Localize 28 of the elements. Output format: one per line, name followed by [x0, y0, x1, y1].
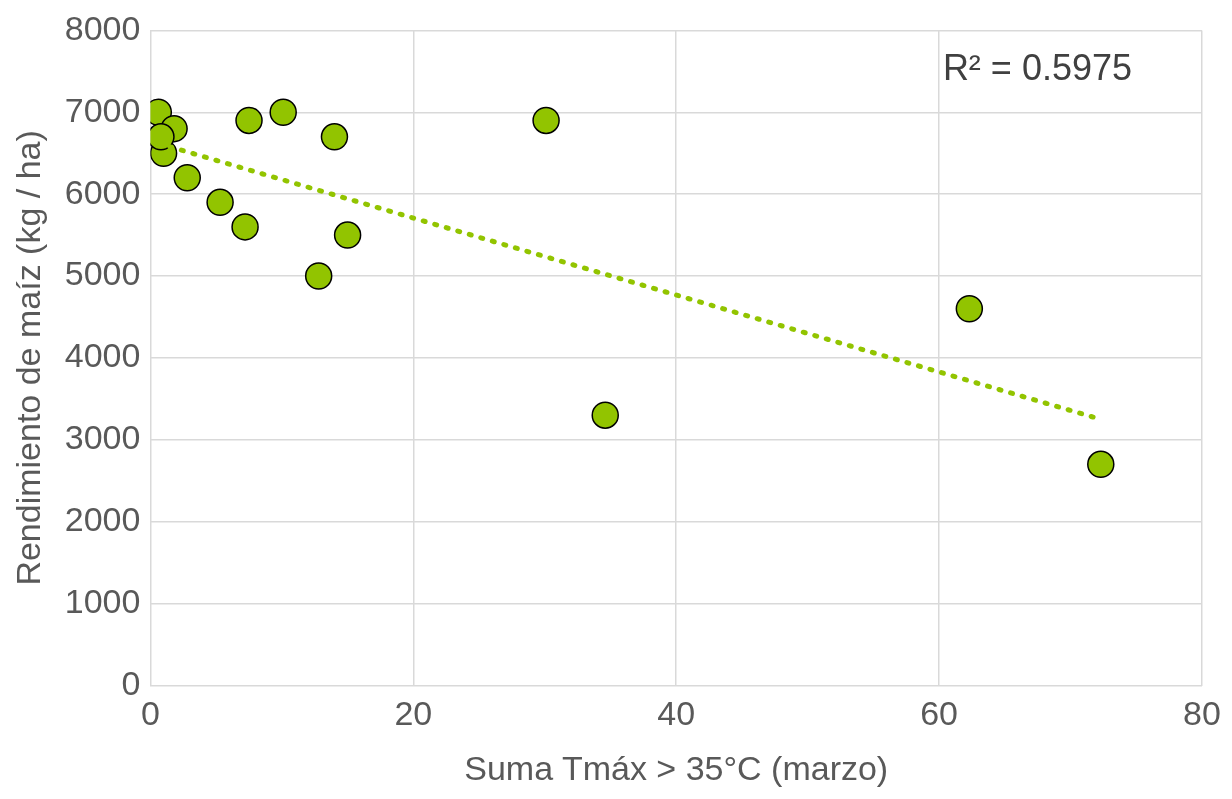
annotation: R² = 0.5975: [942, 47, 1132, 89]
point: [206, 188, 234, 217]
x-axis-title: Suma Tmáx > 35°C (marzo): [464, 748, 889, 787]
y-tick-label: 6000: [64, 172, 141, 211]
point: [333, 221, 362, 249]
y-tick-label: 8000: [64, 8, 141, 47]
x-tick-label: 40: [657, 694, 696, 733]
point: [320, 123, 349, 151]
y-tick-label: 5000: [64, 254, 141, 293]
point: [955, 295, 984, 323]
point: [269, 98, 297, 127]
x-tick-label: 80: [1183, 694, 1221, 733]
y-tick-label: 7000: [64, 90, 141, 129]
point: [235, 106, 263, 135]
y-tick-label: 0: [121, 663, 141, 702]
point: [591, 401, 619, 429]
point: [304, 262, 333, 290]
point: [231, 213, 259, 241]
y-axis-title: Rendimiento de maíz (kg / ha): [8, 130, 47, 586]
point: [1087, 450, 1115, 479]
y-tick-label: 1000: [64, 581, 141, 620]
x-tick-label: 20: [394, 694, 433, 733]
y-tick-label: 2000: [64, 500, 141, 539]
point: [532, 106, 560, 135]
x-tick-label: 60: [920, 694, 959, 733]
y-tick-label: 4000: [64, 336, 141, 375]
y-tick-label: 3000: [64, 418, 141, 457]
point: [173, 164, 201, 192]
